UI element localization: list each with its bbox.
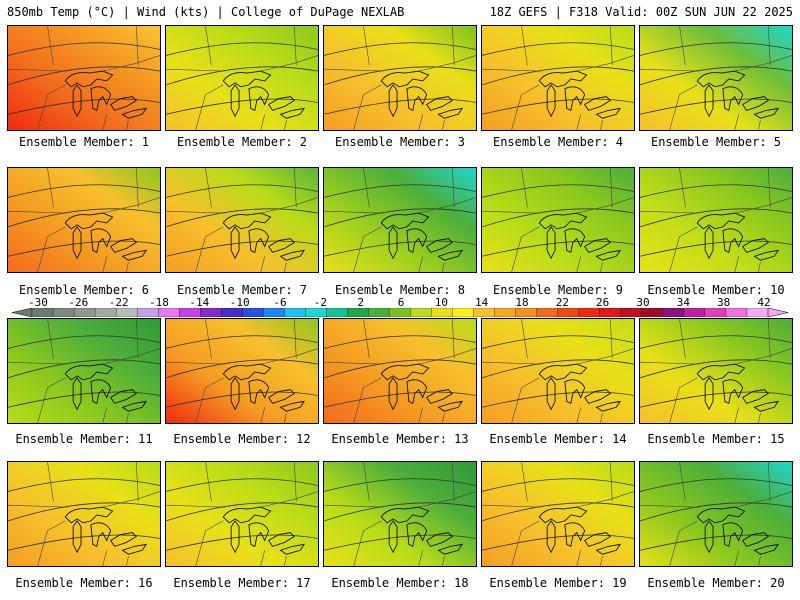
colorbar-tick-label: 6	[397, 296, 405, 309]
colorbar-tick-label: -30	[28, 296, 48, 309]
colorbar-segment	[326, 308, 348, 317]
ensemble-map-panel	[323, 167, 477, 273]
colorbar-tick-label: 18	[515, 296, 529, 309]
colorbar-segment	[578, 308, 601, 317]
colorbar-segment	[136, 308, 159, 317]
header-title: 850mb Temp (°C) | Wind (kts) | College o…	[7, 5, 405, 19]
colorbar-segment	[494, 308, 517, 317]
ensemble-map-panel	[165, 461, 319, 567]
colorbar-segment	[115, 308, 138, 317]
colorbar-segment	[725, 308, 748, 317]
colorbar-segment	[704, 308, 727, 317]
ensemble-map-panel	[481, 167, 635, 273]
ensemble-map-panel	[7, 167, 161, 273]
ensemble-map-panel	[7, 25, 161, 131]
colorbar-segment	[94, 308, 117, 317]
ensemble-member-label: Ensemble Member: 10	[647, 283, 785, 297]
ensemble-member-label: Ensemble Member: 14	[489, 432, 627, 446]
colorbar-tick-label: 34	[676, 296, 690, 309]
colorbar-segment	[515, 308, 538, 317]
colorbar-segment	[620, 308, 643, 317]
colorbar-segment	[431, 308, 453, 317]
ensemble-map-panel	[639, 25, 793, 131]
colorbar-min-arrow	[12, 308, 33, 317]
colorbar-segment	[368, 308, 390, 317]
colorbar-segment	[683, 308, 706, 317]
ensemble-map-panel	[165, 25, 319, 131]
colorbar-tick-label: -22	[108, 296, 129, 309]
colorbar-segment	[179, 308, 201, 317]
colorbar-tick-label: 30	[636, 296, 650, 309]
ensemble-member-label: Ensemble Member: 16	[15, 576, 153, 590]
temperature-colorbar	[12, 308, 788, 317]
colorbar-tick-label: -10	[229, 296, 250, 309]
colorbar-segment	[200, 308, 222, 317]
ensemble-member-label: Ensemble Member: 4	[492, 135, 624, 149]
ensemble-member-label: Ensemble Member: 7	[176, 283, 308, 297]
colorbar-segment	[242, 308, 264, 317]
colorbar-tick-label: 26	[596, 296, 610, 309]
ensemble-map-panel	[639, 318, 793, 424]
colorbar-tick-label: 38	[717, 296, 731, 309]
colorbar-segment	[536, 308, 559, 317]
colorbar-segment	[389, 308, 411, 317]
colorbar-segment	[284, 308, 306, 317]
colorbar-tick-label: -14	[189, 296, 210, 309]
ensemble-member-label: Ensemble Member: 5	[650, 135, 782, 149]
colorbar-segment	[599, 308, 622, 317]
colorbar-tick-label: -26	[68, 296, 89, 309]
header-valid-time: 18Z GEFS | F318 Valid: 00Z SUN JUN 22 20…	[489, 5, 793, 19]
colorbar-tick-label: -6	[273, 296, 287, 309]
ensemble-map-panel	[481, 461, 635, 567]
ensemble-member-label: Ensemble Member: 1	[18, 135, 150, 149]
ensemble-member-label: Ensemble Member: 17	[173, 576, 311, 590]
ensemble-member-label: Ensemble Member: 6	[18, 283, 150, 297]
colorbar-tick-label: 2	[357, 296, 364, 309]
colorbar-segment	[641, 308, 664, 317]
ensemble-member-label: Ensemble Member: 20	[647, 576, 785, 590]
ensemble-map-panel	[7, 318, 161, 424]
ensemble-member-label: Ensemble Member: 15	[647, 432, 785, 446]
colorbar-segment	[31, 308, 54, 317]
colorbar-segment	[305, 308, 327, 317]
colorbar-segment	[410, 308, 432, 317]
ensemble-map-panel	[481, 25, 635, 131]
colorbar-segment	[473, 308, 495, 317]
ensemble-member-label: Ensemble Member: 9	[492, 283, 624, 297]
ensemble-member-label: Ensemble Member: 3	[334, 135, 466, 149]
colorbar-tick-label: 14	[475, 296, 489, 309]
colorbar-tick-label: -18	[149, 296, 169, 309]
ensemble-member-label: Ensemble Member: 19	[489, 576, 627, 590]
colorbar-segment	[52, 308, 75, 317]
ensemble-member-label: Ensemble Member: 2	[176, 135, 308, 149]
ensemble-map-panel	[323, 318, 477, 424]
ensemble-map-panel	[165, 318, 319, 424]
ensemble-map-panel	[639, 461, 793, 567]
ensemble-map-panel	[323, 25, 477, 131]
colorbar-segment	[158, 308, 180, 317]
ensemble-map-panel	[481, 318, 635, 424]
ensemble-member-label: Ensemble Member: 11	[15, 432, 153, 446]
ensemble-member-label: Ensemble Member: 8	[334, 283, 466, 297]
colorbar-segment	[746, 308, 769, 317]
colorbar-segment	[557, 308, 580, 317]
colorbar-tick-label: 10	[434, 296, 448, 309]
colorbar-segment	[662, 308, 685, 317]
ensemble-member-label: Ensemble Member: 13	[331, 432, 469, 446]
ensemble-map-panel	[7, 461, 161, 567]
ensemble-member-label: Ensemble Member: 12	[173, 432, 311, 446]
ensemble-map-panel	[165, 167, 319, 273]
colorbar-segment	[221, 308, 243, 317]
colorbar-segment	[263, 308, 285, 317]
colorbar-tick-label: -2	[313, 296, 327, 309]
ensemble-map-panel	[639, 167, 793, 273]
colorbar-max-arrow	[767, 308, 788, 317]
ensemble-map-panel	[323, 461, 477, 567]
colorbar-segment	[452, 308, 474, 317]
colorbar-tick-label: 42	[757, 296, 771, 309]
colorbar-segment	[347, 308, 369, 317]
colorbar-segment	[73, 308, 96, 317]
ensemble-member-label: Ensemble Member: 18	[331, 576, 469, 590]
colorbar-tick-label: 22	[555, 296, 569, 309]
